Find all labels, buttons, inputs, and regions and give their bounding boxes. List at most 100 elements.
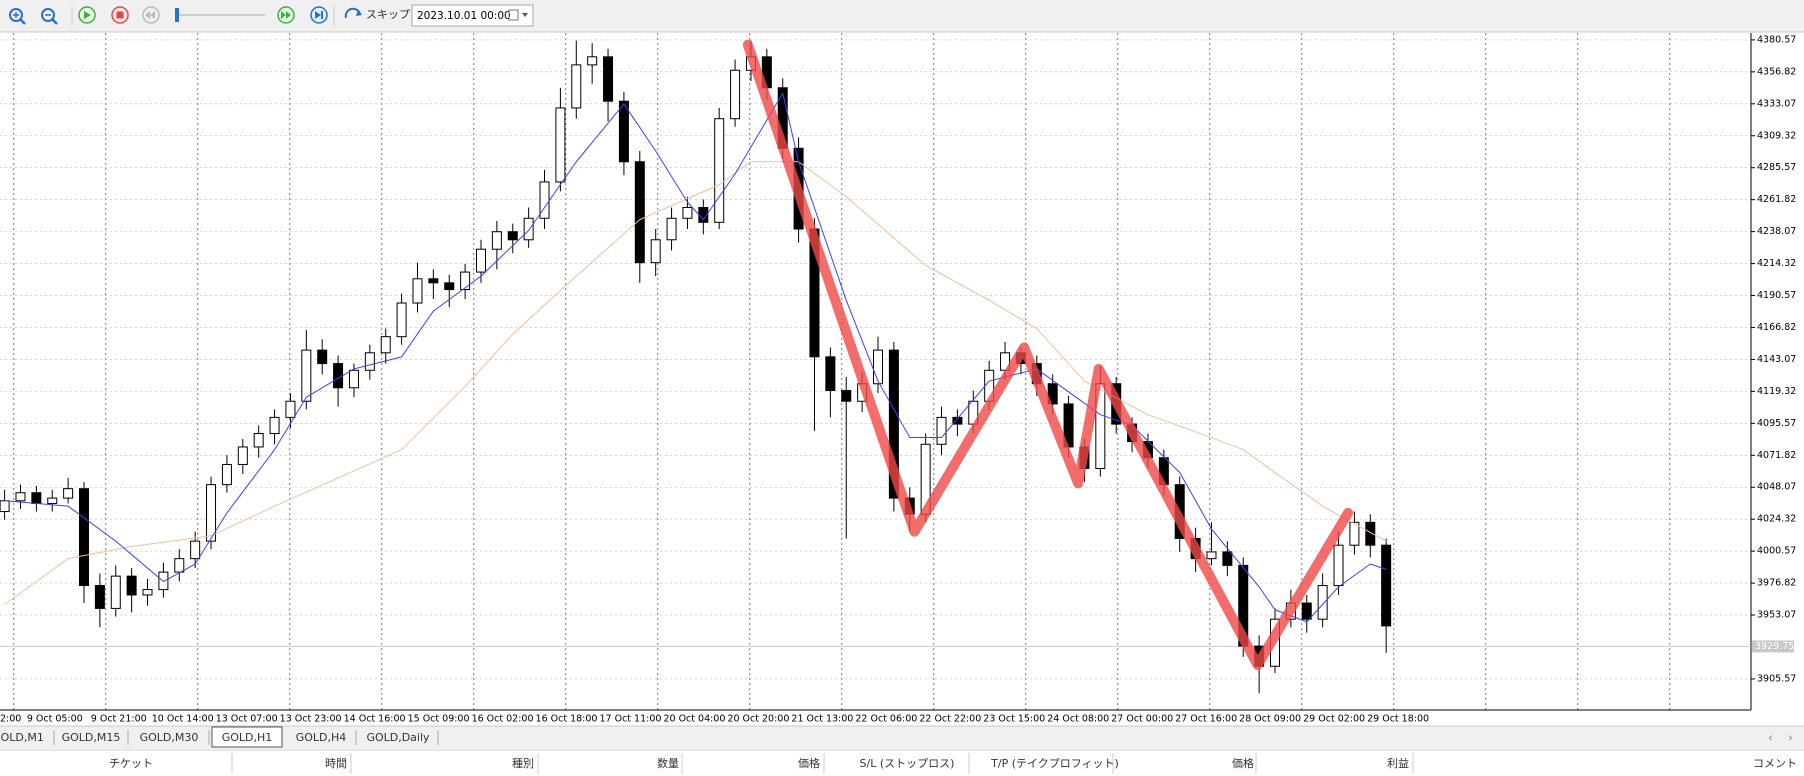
scroll-left[interactable]: ‹ <box>1768 731 1773 745</box>
end-button[interactable] <box>310 6 328 24</box>
skip-button[interactable]: スキップ <box>344 7 410 21</box>
bid-label: 3929.75 <box>1755 641 1794 652</box>
candle-body <box>221 463 232 486</box>
y-tick-label: 4380.57 <box>1757 34 1796 45</box>
zoom-out[interactable] <box>41 8 58 25</box>
table-columns: チケット 時間 種別 数量 価格 S/L (ストップロス) T/P (テイクプロフィット) 価… <box>109 753 1797 774</box>
candle-body <box>253 433 264 448</box>
rewind-button[interactable] <box>142 6 160 24</box>
candle-body <box>1381 544 1392 627</box>
candle-body <box>94 585 105 609</box>
candle-body <box>364 352 375 371</box>
x-tick-label: 9 Oct 05:00 <box>27 714 83 725</box>
y-tick-label: 4356.82 <box>1757 66 1796 77</box>
tab-active-box <box>211 726 283 748</box>
y-tick-label: 4166.82 <box>1757 322 1796 333</box>
x-tick-label: 23 Oct 15:00 <box>983 714 1045 725</box>
candle-body <box>63 488 74 499</box>
candle-body <box>333 363 344 389</box>
candle-body <box>79 488 89 587</box>
candle-body <box>587 56 598 66</box>
x-tick-label: 13 Oct 07:00 <box>216 714 278 725</box>
candle-body <box>1301 602 1312 620</box>
scroll-right[interactable]: › <box>1788 731 1793 745</box>
ma-slow-line <box>4 161 1387 605</box>
candle-body <box>603 56 614 102</box>
y-tick-label: 4285.57 <box>1757 162 1796 173</box>
stop-button[interactable] <box>111 6 129 24</box>
candle-body <box>158 571 169 591</box>
candle-body <box>1333 544 1344 587</box>
tab[interactable]: GOLD,M30 <box>140 731 199 744</box>
candle-body <box>348 369 359 389</box>
candle-body <box>952 416 963 425</box>
y-tick-label: 3976.82 <box>1757 578 1796 589</box>
x-tick-label: 27 Oct 16:00 <box>1175 714 1237 725</box>
y-tick-label: 4261.82 <box>1757 194 1796 205</box>
speed-slider[interactable] <box>175 8 265 22</box>
candle-body <box>714 118 725 223</box>
bid-label-box <box>1752 640 1794 653</box>
x-tick-label: 9 Oct 21:00 <box>91 714 147 725</box>
tab[interactable]: GOLD,H4 <box>296 731 347 744</box>
x-tick-label: 20 Oct 20:00 <box>727 714 789 725</box>
play-button[interactable] <box>78 6 96 24</box>
x-tick-label: 16 Oct 02:00 <box>472 714 534 725</box>
x-tick-label: 10 Oct 14:00 <box>152 714 214 725</box>
candle-body <box>317 349 328 365</box>
candle-body <box>666 217 677 241</box>
candle-body <box>444 282 455 291</box>
candle-body <box>460 271 471 291</box>
column-header: 価格 <box>798 756 820 770</box>
candle-body <box>491 231 502 250</box>
x-tick-label: 20 Oct 04:00 <box>663 714 725 725</box>
date-value: 2023.10.01 00:00 <box>417 10 511 22</box>
candle-body <box>618 100 629 163</box>
x-tick-label: 17 Oct 11:00 <box>600 714 662 725</box>
date-picker[interactable]: 2023.10.01 00:00 <box>411 4 534 27</box>
candle-body <box>825 356 836 391</box>
candle-body <box>47 497 58 504</box>
tab[interactable]: GOLD,M15 <box>62 731 121 744</box>
candle-body <box>142 589 153 596</box>
candle-body <box>1349 521 1360 546</box>
candle-body <box>507 231 518 241</box>
y-tick-label: 4119.32 <box>1757 386 1796 397</box>
tab[interactable]: GOLD,H1 <box>222 731 273 744</box>
x-tick-label: 16 Oct 18:00 <box>536 714 598 725</box>
candle-body <box>539 181 550 219</box>
zoom-in[interactable] <box>9 8 26 25</box>
candle-body <box>888 349 899 499</box>
y-tick-label: 4214.32 <box>1757 258 1796 269</box>
candle-body <box>650 239 661 264</box>
column-header: 利益 <box>1387 756 1409 770</box>
x-tick-label: 29 Oct 18:00 <box>1367 714 1429 725</box>
toolbar <box>0 0 1804 32</box>
candle-body <box>412 278 423 304</box>
candle-body <box>1206 551 1217 560</box>
candle-body <box>730 69 741 120</box>
forward-button[interactable] <box>277 6 295 24</box>
tab[interactable]: GOLD,M1 <box>0 731 44 744</box>
y-tick-label: 4333.07 <box>1757 98 1796 109</box>
x-tick-label: 27 Oct 00:00 <box>1111 714 1173 725</box>
candle-body <box>1047 383 1058 405</box>
candle-body <box>555 107 566 183</box>
y-tick-label: 4143.07 <box>1757 354 1796 365</box>
ma-fast-line <box>4 92 1387 623</box>
x-tick-label: 2:00 <box>0 714 21 725</box>
x-tick-label: 22 Oct 06:00 <box>855 714 917 725</box>
candle-body <box>523 217 534 241</box>
candle-body <box>15 492 26 502</box>
candle-body <box>0 500 10 513</box>
y-tick-label: 4024.32 <box>1757 514 1796 525</box>
y-tick-label: 4000.57 <box>1757 546 1796 557</box>
candle-body <box>873 349 883 385</box>
column-header: 種別 <box>512 756 534 770</box>
tab[interactable]: GOLD,Daily <box>366 731 430 744</box>
candle-body <box>634 161 645 264</box>
candle-body <box>936 416 947 445</box>
candle-body <box>571 64 582 109</box>
candle-body <box>396 302 407 338</box>
